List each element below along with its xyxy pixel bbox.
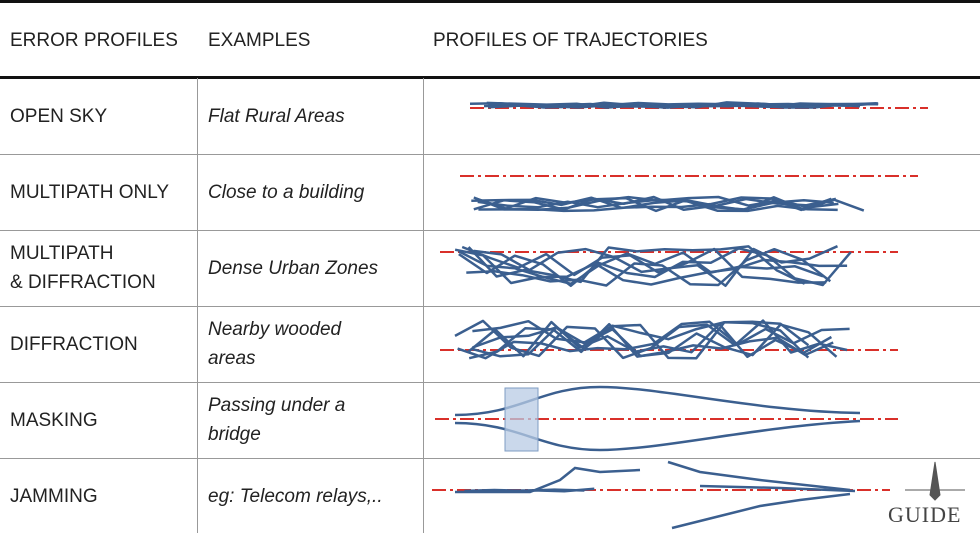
row-divider xyxy=(0,458,980,459)
trajectory xyxy=(471,196,832,212)
trajectory xyxy=(477,198,838,213)
row-divider xyxy=(0,306,980,307)
trajectory xyxy=(454,248,848,286)
top-rule xyxy=(0,0,980,3)
trajectory xyxy=(488,102,879,109)
trajectory xyxy=(457,320,850,360)
trajectory xyxy=(458,250,824,286)
example-text: Passing under a xyxy=(208,395,346,416)
profile-text: JAMMING xyxy=(10,485,98,507)
profile-text: MULTIPATH xyxy=(10,243,114,264)
example-text: areas xyxy=(208,348,256,369)
column-divider xyxy=(197,78,198,533)
profile-text: MASKING xyxy=(10,409,98,431)
trajectory xyxy=(471,321,810,360)
row-divider xyxy=(0,382,980,383)
example-text: bridge xyxy=(208,424,261,445)
trajectory xyxy=(473,196,834,213)
trajectory xyxy=(466,247,832,287)
trajectory xyxy=(472,319,810,347)
header-cell: EXAMPLES xyxy=(208,30,311,51)
header-cell: ERROR PROFILES xyxy=(10,30,178,51)
logo-compass xyxy=(905,461,965,501)
header-cell: PROFILES OF TRAJECTORIES xyxy=(433,30,708,51)
trajectory xyxy=(699,484,856,493)
profile-text: MULTIPATH ONLY xyxy=(10,181,170,203)
trajectory xyxy=(671,492,851,530)
example-text: Flat Rural Areas xyxy=(208,105,345,127)
profile-text: & DIFFRACTION xyxy=(10,272,156,293)
example-text: Close to a building xyxy=(208,181,365,203)
row-divider xyxy=(0,154,980,155)
example-text: eg: Telecom relays,.. xyxy=(208,485,383,507)
column-divider xyxy=(423,78,424,533)
trajectory xyxy=(458,247,852,288)
trajectory xyxy=(466,320,833,359)
trajectory xyxy=(467,245,806,285)
trajectory xyxy=(455,466,641,494)
logo: GUIDE xyxy=(888,502,962,527)
example-text: Nearby wooded xyxy=(208,319,342,340)
example-text: Dense Urban Zones xyxy=(208,257,379,279)
row-divider xyxy=(0,230,980,231)
profile-text: OPEN SKY xyxy=(10,105,108,127)
header-rule xyxy=(0,76,980,79)
profile-text: DIFFRACTION xyxy=(10,333,138,355)
trajectory xyxy=(667,460,851,492)
bridge xyxy=(504,387,539,452)
